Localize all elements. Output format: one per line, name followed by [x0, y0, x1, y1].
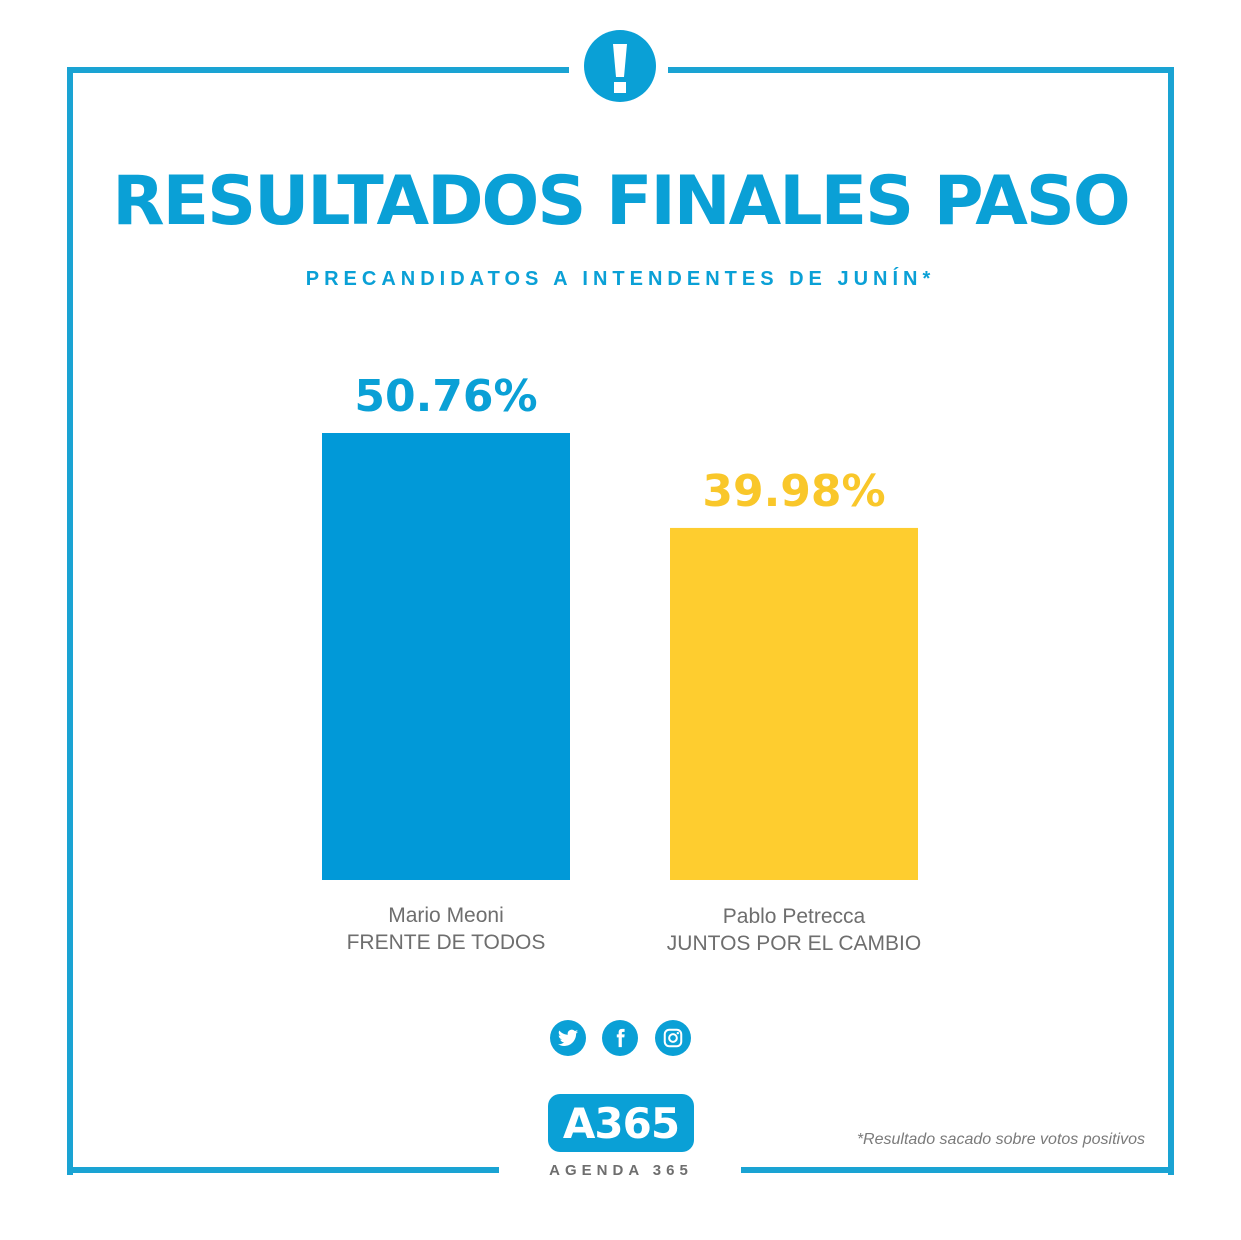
twitter-icon[interactable] [550, 1020, 586, 1056]
candidate-name-1: Mario Meoni [388, 904, 504, 927]
candidate-party-1: FRENTE DE TODOS [346, 931, 546, 954]
exclamation-icon [584, 30, 656, 102]
instagram-icon[interactable] [655, 1020, 691, 1056]
page-subtitle: PRECANDIDATOS A INTENDENTES DE JUNÍN* [305, 268, 936, 290]
brand-logo: A365 [548, 1094, 694, 1152]
frame-right [1168, 67, 1174, 1175]
footnote: *Resultado sacado sobre votos positivos [856, 1131, 1145, 1148]
frame-left [67, 67, 73, 1175]
frame-top-right [668, 67, 1174, 73]
frame-bottom-left [67, 1167, 499, 1173]
candidate-party-2: JUNTOS POR EL CAMBIO [666, 932, 922, 955]
frame-top-left [67, 67, 569, 73]
value-label-2: 39.98% [702, 466, 885, 517]
page-title: RESULTADOS FINALES PASO [112, 162, 1130, 241]
candidate-name-2: Pablo Petrecca [722, 905, 866, 928]
frame-bottom-right [741, 1167, 1174, 1173]
brand-name: AGENDA 365 [549, 1162, 693, 1179]
value-label-1: 50.76% [354, 371, 537, 422]
facebook-icon[interactable] [602, 1020, 638, 1056]
bar-2 [670, 527, 918, 880]
bar-1 [322, 433, 570, 880]
